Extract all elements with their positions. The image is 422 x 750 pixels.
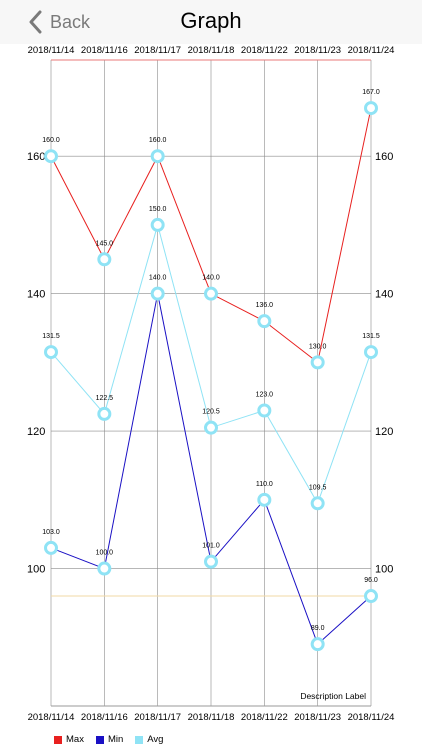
data-point-max bbox=[310, 355, 325, 370]
data-point-max bbox=[204, 286, 218, 301]
page-title: Graph bbox=[180, 8, 242, 33]
data-label-max: 130.0 bbox=[309, 343, 327, 350]
data-label-max: 167.0 bbox=[362, 89, 380, 96]
data-label-max: 145.0 bbox=[96, 240, 114, 247]
data-point-max bbox=[257, 314, 272, 329]
legend-swatch bbox=[54, 735, 62, 744]
legend-label: Avg bbox=[147, 734, 164, 745]
data-label-max: 160.0 bbox=[42, 137, 60, 144]
legend-item-max: Max bbox=[54, 734, 84, 745]
data-label-max: 140.0 bbox=[202, 275, 220, 282]
data-label-avg: 120.5 bbox=[202, 409, 220, 416]
data-point-avg bbox=[257, 403, 272, 418]
data-point-avg bbox=[97, 406, 112, 421]
data-point-min bbox=[97, 561, 112, 576]
navigation-bar: Back Graph bbox=[0, 0, 422, 44]
data-point-avg bbox=[364, 345, 378, 360]
chevron-left-icon bbox=[28, 10, 42, 34]
back-label: Back bbox=[50, 11, 91, 32]
x-tick-label-top: 2018/11/14 bbox=[28, 45, 75, 56]
data-point-avg bbox=[150, 217, 165, 232]
x-tick-label-top: 2018/11/24 bbox=[348, 45, 395, 56]
data-label-avg: 131.5 bbox=[362, 333, 380, 340]
y-tick-label-right: 100 bbox=[375, 564, 393, 576]
data-label-avg: 109.5 bbox=[309, 484, 327, 491]
x-tick-label-bottom: 2018/11/17 bbox=[134, 712, 181, 723]
legend-swatch bbox=[95, 735, 104, 744]
data-point-max bbox=[364, 101, 378, 116]
x-tick-label-top: 2018/11/18 bbox=[188, 45, 235, 56]
data-point-avg bbox=[204, 420, 218, 435]
y-tick-label-right: 120 bbox=[375, 426, 393, 438]
legend-item-min: Min bbox=[95, 734, 124, 745]
data-label-avg: 150.0 bbox=[149, 206, 167, 213]
data-label-avg: 123.0 bbox=[256, 391, 274, 398]
x-tick-label-bottom: 2018/11/22 bbox=[241, 712, 288, 723]
x-tick-label-bottom: 2018/11/24 bbox=[348, 712, 395, 723]
x-tick-label-bottom: 2018/11/16 bbox=[81, 712, 128, 723]
data-label-max: 160.0 bbox=[149, 137, 167, 144]
legend-swatch bbox=[135, 735, 144, 744]
data-label-min: 101.0 bbox=[202, 543, 220, 550]
back-button[interactable]: Back bbox=[28, 8, 90, 36]
data-point-min bbox=[44, 540, 58, 555]
data-label-min: 103.0 bbox=[42, 529, 60, 536]
y-tick-label-right: 140 bbox=[375, 289, 393, 301]
data-point-min bbox=[364, 589, 378, 604]
line-chart: 2018/11/14 2018/11/14 2018/11/16 2018/11/16… bbox=[27, 45, 395, 723]
description-label: Description Label bbox=[300, 691, 366, 701]
x-tick-label-top: 2018/11/16 bbox=[81, 45, 128, 56]
x-tick-label-bottom: 2018/11/23 bbox=[294, 712, 341, 723]
y-tick-label-left: 160 bbox=[27, 151, 45, 163]
data-point-avg bbox=[44, 345, 58, 360]
y-tick-label-left: 120 bbox=[27, 426, 45, 438]
data-point-avg bbox=[310, 496, 325, 511]
y-tick-label-left: 100 bbox=[27, 564, 45, 576]
y-tick-label-left: 140 bbox=[27, 289, 45, 301]
data-point-min bbox=[204, 554, 218, 569]
data-point-max bbox=[97, 252, 112, 267]
chart-legend: Max Min Avg bbox=[54, 734, 163, 745]
legend-label: Max bbox=[66, 734, 84, 745]
data-label-min: 110.0 bbox=[256, 481, 273, 488]
data-point-max bbox=[150, 149, 165, 164]
x-tick-label-top: 2018/11/22 bbox=[241, 45, 288, 56]
data-point-max bbox=[44, 149, 58, 164]
x-tick-label-top: 2018/11/17 bbox=[134, 45, 181, 56]
data-point-min bbox=[310, 637, 325, 652]
x-tick-label-bottom: 2018/11/18 bbox=[188, 712, 235, 723]
data-label-max: 136.0 bbox=[256, 302, 274, 309]
data-label-avg: 131.5 bbox=[42, 333, 60, 340]
data-label-avg: 122.5 bbox=[96, 395, 114, 402]
data-label-min: 89.0 bbox=[311, 625, 325, 632]
legend-item-avg: Avg bbox=[135, 734, 163, 745]
y-tick-label-right: 160 bbox=[375, 151, 393, 163]
x-tick-label-bottom: 2018/11/14 bbox=[28, 712, 75, 723]
data-label-min: 96.0 bbox=[364, 577, 378, 584]
data-label-min: 100.0 bbox=[96, 550, 114, 557]
data-point-min bbox=[257, 492, 272, 507]
legend-label: Min bbox=[107, 734, 124, 745]
data-point-min bbox=[150, 286, 165, 301]
data-label-min: 140.0 bbox=[149, 275, 167, 282]
x-tick-label-top: 2018/11/23 bbox=[294, 45, 341, 56]
